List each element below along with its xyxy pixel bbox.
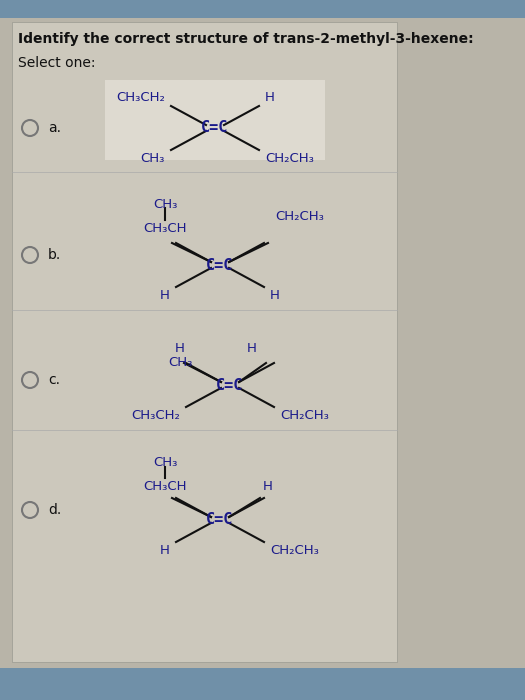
Text: H: H <box>265 91 275 104</box>
Text: b.: b. <box>48 248 61 262</box>
Text: H: H <box>160 289 170 302</box>
Text: H: H <box>175 342 185 355</box>
Text: CH₂CH₃: CH₂CH₃ <box>265 152 314 165</box>
Text: CH₂CH₃: CH₂CH₃ <box>275 210 324 223</box>
Text: H: H <box>263 480 273 493</box>
Text: CH₃: CH₃ <box>153 456 177 469</box>
Text: C=C: C=C <box>206 512 234 528</box>
Text: Select one:: Select one: <box>18 56 96 70</box>
Text: C=C: C=C <box>201 120 229 136</box>
Text: c.: c. <box>48 373 60 387</box>
Bar <box>0 668 525 700</box>
Text: d.: d. <box>48 503 61 517</box>
Text: a.: a. <box>48 121 61 135</box>
Bar <box>105 80 325 160</box>
Text: CH₃CH: CH₃CH <box>143 222 187 235</box>
Text: H: H <box>270 289 280 302</box>
Text: H: H <box>247 342 257 355</box>
Text: Identify the correct structure of trans-2-methyl-3-hexene:: Identify the correct structure of trans-… <box>18 32 474 46</box>
Text: CH₂CH₃: CH₂CH₃ <box>280 409 329 422</box>
Bar <box>0 0 525 18</box>
Text: CH₃: CH₃ <box>141 152 165 165</box>
Text: CH₂CH₃: CH₂CH₃ <box>270 544 319 557</box>
Text: CH₃: CH₃ <box>153 198 177 211</box>
Text: CH₃CH₂: CH₃CH₂ <box>116 91 165 104</box>
Text: CH₃: CH₃ <box>168 356 192 369</box>
Text: C=C: C=C <box>206 258 234 272</box>
Bar <box>12 22 397 662</box>
Text: H: H <box>160 544 170 557</box>
Text: CH₃CH₂: CH₃CH₂ <box>131 409 180 422</box>
Text: C=C: C=C <box>216 377 244 393</box>
Text: CH₃CH: CH₃CH <box>143 480 187 493</box>
